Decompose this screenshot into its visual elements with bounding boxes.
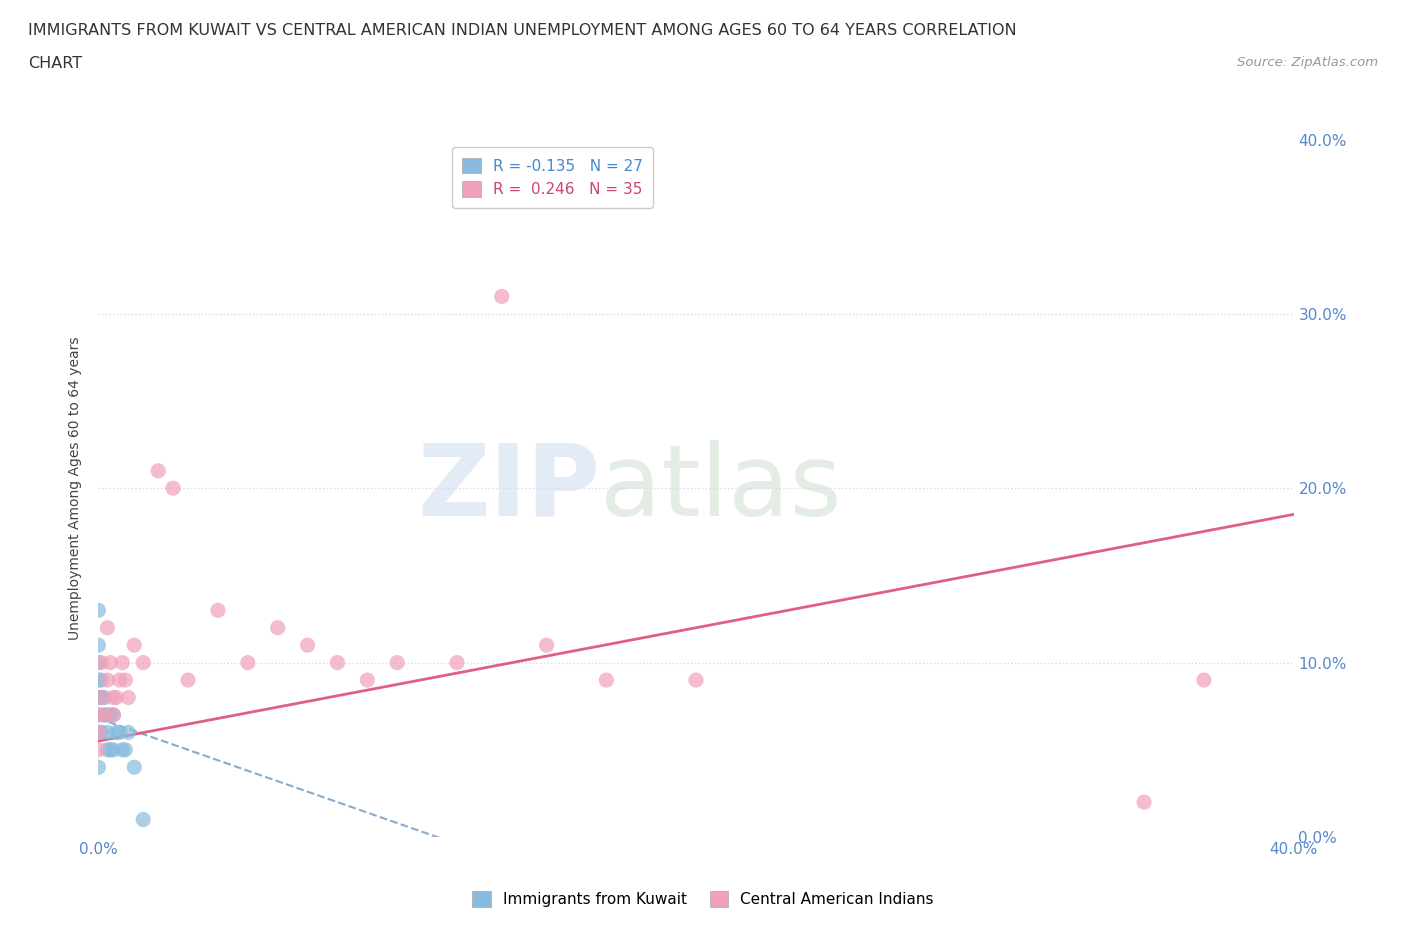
Text: ZIP: ZIP (418, 440, 600, 537)
Point (132, 656, 155, 671)
Point (90, 690, 112, 705)
Point (96, 742, 118, 757)
Point (103, 708, 125, 723)
Point (90, 725, 112, 740)
Point (108, 725, 131, 740)
Point (93, 708, 115, 723)
Point (87, 638, 110, 653)
Point (108, 672, 131, 687)
Point (103, 690, 125, 705)
Point (96, 725, 118, 740)
Legend: R = -0.135   N = 27, R =  0.246   N = 35: R = -0.135 N = 27, R = 0.246 N = 35 (451, 147, 654, 208)
Point (87, 725, 110, 740)
Point (93, 690, 115, 705)
Point (90, 656, 112, 671)
Point (87, 725, 110, 740)
Point (385, 656, 409, 671)
Point (90, 672, 112, 687)
Point (111, 656, 134, 671)
Legend: Immigrants from Kuwait, Central American Indians: Immigrants from Kuwait, Central American… (467, 884, 939, 913)
Point (87, 742, 110, 757)
Point (162, 481, 184, 496)
Point (96, 708, 118, 723)
Point (93, 708, 115, 723)
Point (105, 690, 128, 705)
Point (96, 620, 118, 635)
Point (87, 690, 110, 705)
Point (105, 725, 128, 740)
Point (87, 760, 110, 775)
Point (100, 742, 122, 757)
Point (132, 812, 155, 827)
Point (103, 708, 125, 723)
Point (100, 708, 122, 723)
Y-axis label: Unemployment Among Ages 60 to 64 years: Unemployment Among Ages 60 to 64 years (69, 337, 83, 640)
Point (124, 760, 146, 775)
Point (685, 672, 707, 687)
Point (114, 742, 136, 757)
Point (148, 463, 170, 478)
Point (87, 656, 110, 671)
Point (100, 656, 122, 671)
Point (1133, 794, 1156, 809)
Point (87, 603, 110, 618)
Point (114, 672, 136, 687)
Point (117, 725, 139, 740)
Point (90, 690, 112, 705)
Point (124, 638, 146, 653)
Point (297, 638, 319, 653)
Point (87, 672, 110, 687)
Text: Source: ZipAtlas.com: Source: ZipAtlas.com (1237, 56, 1378, 69)
Point (87, 708, 110, 723)
Point (117, 690, 139, 705)
Point (267, 620, 290, 635)
Point (595, 672, 617, 687)
Point (356, 672, 378, 687)
Point (207, 603, 229, 618)
Text: IMMIGRANTS FROM KUWAIT VS CENTRAL AMERICAN INDIAN UNEMPLOYMENT AMONG AGES 60 TO : IMMIGRANTS FROM KUWAIT VS CENTRAL AMERIC… (28, 23, 1017, 38)
Point (446, 656, 468, 671)
Point (111, 742, 134, 757)
Point (536, 638, 558, 653)
Point (177, 672, 200, 687)
Point (326, 656, 349, 671)
Text: CHART: CHART (28, 56, 82, 71)
Point (103, 742, 125, 757)
Point (491, 289, 513, 304)
Point (96, 672, 118, 687)
Point (1192, 672, 1215, 687)
Text: atlas: atlas (600, 440, 842, 537)
Point (87, 708, 110, 723)
Point (236, 656, 259, 671)
